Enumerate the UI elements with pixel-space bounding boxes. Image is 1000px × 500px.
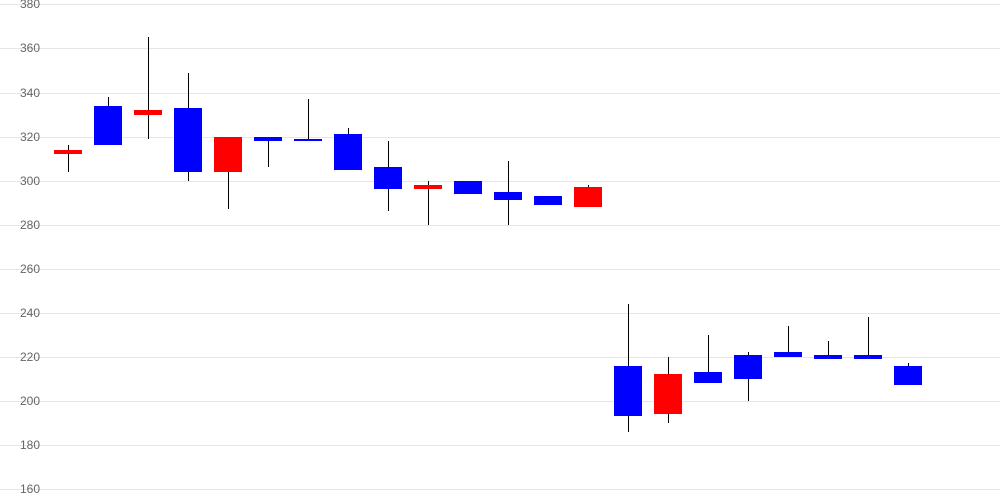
y-axis-tick-label: 280 [20,218,40,232]
candle-body [894,366,922,386]
y-axis-tick-label: 180 [20,438,40,452]
candle-body [54,150,82,154]
candle-body [494,192,522,201]
y-axis-tick-label: 340 [20,86,40,100]
gridline [0,445,1000,446]
candle-body [174,108,202,172]
gridline [0,225,1000,226]
gridline [0,401,1000,402]
candle-body [294,139,322,141]
y-axis-tick-label: 380 [20,0,40,11]
y-axis-tick-label: 200 [20,394,40,408]
candle-body [414,185,442,189]
y-axis-tick-label: 300 [20,174,40,188]
candle-body [654,374,682,414]
candle-wick [268,137,269,168]
candle-body [134,110,162,114]
gridline [0,93,1000,94]
candle-body [214,137,242,172]
y-axis-tick-label: 220 [20,350,40,364]
gridline [0,137,1000,138]
y-axis-tick-label: 240 [20,306,40,320]
candle-body [454,181,482,194]
y-axis-tick-label: 160 [20,482,40,496]
y-axis-tick-label: 260 [20,262,40,276]
candle-body [734,355,762,379]
candle-body [614,366,642,417]
y-axis-tick-label: 360 [20,41,40,55]
candlestick-chart: 160 180 200 220 240 260 280 300 320 340 360 380 [0,0,1000,500]
gridline [0,489,1000,490]
candle-wick [868,317,869,359]
gridline [0,4,1000,5]
candle-wick [308,99,309,141]
candle-wick [148,37,149,138]
candle-body [374,167,402,189]
candle-body [854,355,882,359]
candle-body [574,187,602,207]
candle-body [254,137,282,141]
gridline [0,269,1000,270]
gridline [0,48,1000,49]
gridline [0,313,1000,314]
y-axis-tick-label: 320 [20,130,40,144]
candle-body [534,196,562,205]
gridline [0,181,1000,182]
candle-body [814,355,842,359]
candle-body [94,106,122,146]
candle-body [334,134,362,169]
candle-body [774,352,802,356]
candle-body [694,372,722,383]
gridline [0,357,1000,358]
